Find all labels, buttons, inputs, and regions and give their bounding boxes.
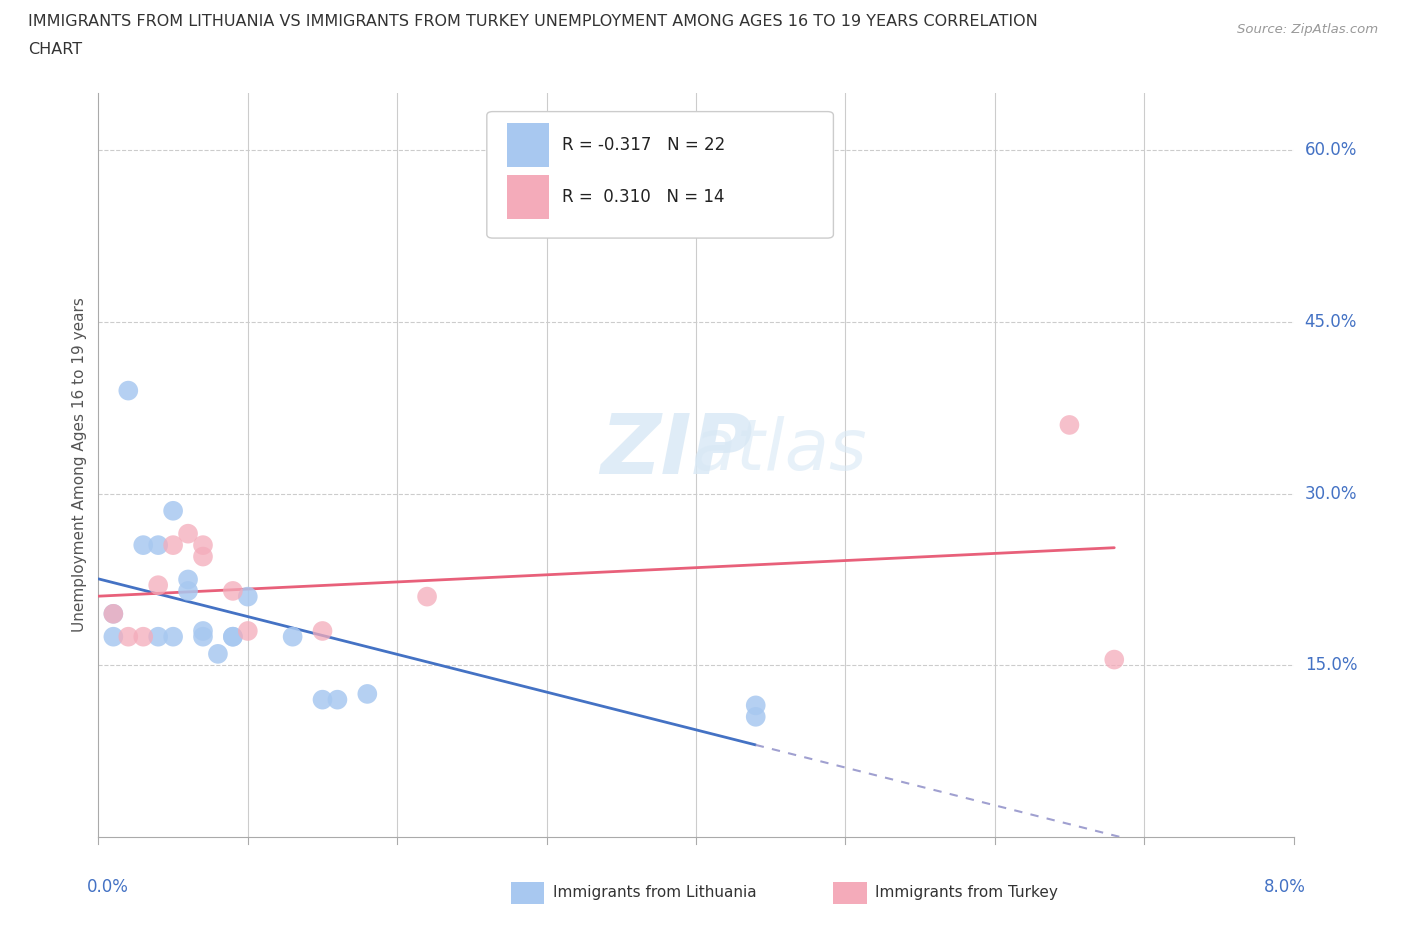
Point xyxy=(281,630,304,644)
Point xyxy=(745,710,768,724)
Point xyxy=(191,623,214,638)
Point xyxy=(311,692,333,707)
Text: R = -0.317   N = 22: R = -0.317 N = 22 xyxy=(562,136,725,154)
Point xyxy=(311,623,333,638)
Text: 8.0%: 8.0% xyxy=(1264,878,1306,896)
Point xyxy=(103,606,125,621)
Y-axis label: Unemployment Among Ages 16 to 19 years: Unemployment Among Ages 16 to 19 years xyxy=(72,298,87,632)
Text: Immigrants from Turkey: Immigrants from Turkey xyxy=(876,885,1059,900)
Point xyxy=(148,578,170,592)
Text: 30.0%: 30.0% xyxy=(1305,485,1357,502)
Point xyxy=(117,630,139,644)
Point xyxy=(177,583,200,598)
Text: 15.0%: 15.0% xyxy=(1305,657,1357,674)
Text: CHART: CHART xyxy=(28,42,82,57)
Point xyxy=(1104,652,1126,667)
FancyBboxPatch shape xyxy=(508,123,548,167)
FancyBboxPatch shape xyxy=(508,175,548,219)
FancyBboxPatch shape xyxy=(834,882,868,904)
Point xyxy=(162,630,184,644)
Point xyxy=(222,583,245,598)
Point xyxy=(148,538,170,552)
Point xyxy=(177,572,200,587)
Text: Immigrants from Lithuania: Immigrants from Lithuania xyxy=(553,885,756,900)
Point xyxy=(236,590,259,604)
Point xyxy=(162,538,184,552)
Point xyxy=(148,630,170,644)
Text: R =  0.310   N = 14: R = 0.310 N = 14 xyxy=(562,188,724,206)
Point xyxy=(222,630,245,644)
Text: atlas: atlas xyxy=(600,416,868,485)
Point xyxy=(177,526,200,541)
Text: Source: ZipAtlas.com: Source: ZipAtlas.com xyxy=(1237,23,1378,36)
Point xyxy=(207,646,229,661)
Point xyxy=(326,692,349,707)
Text: IMMIGRANTS FROM LITHUANIA VS IMMIGRANTS FROM TURKEY UNEMPLOYMENT AMONG AGES 16 T: IMMIGRANTS FROM LITHUANIA VS IMMIGRANTS … xyxy=(28,14,1038,29)
Point xyxy=(103,606,125,621)
Point xyxy=(236,623,259,638)
Point xyxy=(191,538,214,552)
Point xyxy=(132,538,155,552)
Point xyxy=(416,590,439,604)
Point xyxy=(745,698,768,712)
Point xyxy=(356,686,378,701)
Point xyxy=(132,630,155,644)
Point xyxy=(191,630,214,644)
Point xyxy=(1059,418,1081,432)
Point xyxy=(162,503,184,518)
Point xyxy=(191,549,214,564)
FancyBboxPatch shape xyxy=(510,882,544,904)
Text: 0.0%: 0.0% xyxy=(87,878,128,896)
Text: 45.0%: 45.0% xyxy=(1305,312,1357,331)
Text: 60.0%: 60.0% xyxy=(1305,141,1357,159)
Point xyxy=(103,630,125,644)
Text: ZIP: ZIP xyxy=(600,409,754,491)
Point xyxy=(117,383,139,398)
FancyBboxPatch shape xyxy=(486,112,834,238)
Point xyxy=(222,630,245,644)
